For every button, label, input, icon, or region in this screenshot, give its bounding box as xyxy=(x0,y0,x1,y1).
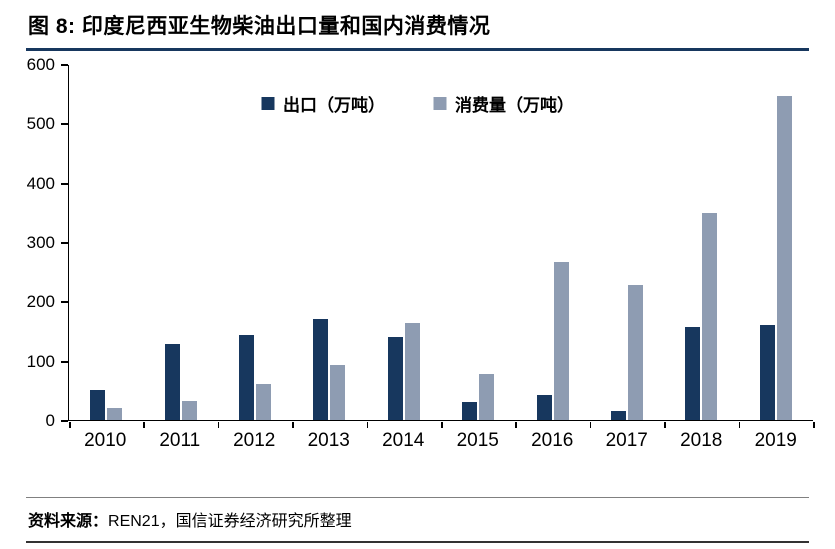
bar-export-2016 xyxy=(536,395,552,420)
y-axis-label: 500 xyxy=(26,114,55,134)
bar-consumption-2013 xyxy=(330,364,346,420)
y-axis-label: 100 xyxy=(26,351,55,371)
x-axis-tick xyxy=(515,422,517,428)
x-axis-label: 2011 xyxy=(159,430,201,451)
bar-groups xyxy=(69,65,813,420)
bar-consumption-2012 xyxy=(256,384,272,420)
bar-export-2011 xyxy=(164,344,180,420)
legend-item-consumption: 消费量（万吨） xyxy=(433,91,574,116)
x-axis-tick xyxy=(589,422,592,428)
y-axis-tick xyxy=(61,420,68,422)
x-axis-label: 2018 xyxy=(680,430,723,451)
x-axis-label: 2013 xyxy=(307,430,350,451)
bar-chart: 出口（万吨） 消费量（万吨） 0 100 200 300 400 500 600 2010 20… xyxy=(22,55,815,452)
bar-export-2015 xyxy=(462,402,478,420)
bar-consumption-2016 xyxy=(553,262,569,420)
x-axis-label: 2010 xyxy=(84,430,127,451)
x-axis-label: 2012 xyxy=(233,430,276,451)
figure-footer: 资料来源：REN21，国信证券经济研究所整理 xyxy=(26,497,809,543)
y-axis-tick xyxy=(61,360,68,363)
bar-consumption-2015 xyxy=(479,374,495,420)
bar-export-2013 xyxy=(313,318,329,420)
bar-group-2015 xyxy=(441,65,515,420)
bar-consumption-2011 xyxy=(181,401,197,420)
bar-export-2010 xyxy=(90,390,106,420)
bar-group-2013 xyxy=(292,65,366,420)
bar-consumption-2019 xyxy=(776,96,792,420)
x-axis-tick xyxy=(813,422,815,428)
figure-header: 图 8: 印度尼西亚生物柴油出口量和国内消费情况 xyxy=(26,0,809,51)
x-axis: 2010 2011 2012 2013 2014 2015 2016 2017 2018 2019 xyxy=(68,421,813,452)
y-axis-tick xyxy=(61,64,68,66)
x-axis-tick xyxy=(366,422,369,428)
figure-title: 图 8: 印度尼西亚生物柴油出口量和国内消费情况 xyxy=(28,15,491,38)
source-line: 资料来源：REN21，国信证券经济研究所整理 xyxy=(26,498,809,541)
x-axis-tick xyxy=(292,422,294,428)
bar-group-2016 xyxy=(515,65,589,420)
y-axis-tick xyxy=(61,182,68,185)
x-axis-tick xyxy=(217,422,220,428)
x-axis-label: 2017 xyxy=(605,430,648,451)
x-axis-label: 2014 xyxy=(382,430,425,451)
y-axis-label: 400 xyxy=(26,173,55,193)
bar-group-2019 xyxy=(739,65,813,420)
y-axis-label: 0 xyxy=(45,411,55,430)
source-text: REN21，国信证券经济研究所整理 xyxy=(108,513,352,530)
chart-legend: 出口（万吨） 消费量（万吨） xyxy=(261,91,574,116)
y-axis-label: 600 xyxy=(26,55,55,74)
bar-export-2012 xyxy=(239,335,255,420)
bar-group-2011 xyxy=(143,65,217,420)
bar-consumption-2017 xyxy=(628,285,644,420)
footer-divider-bottom xyxy=(26,541,809,543)
x-axis-label: 2016 xyxy=(531,430,574,451)
legend-swatch-consumption xyxy=(433,97,446,110)
x-axis-tick xyxy=(441,422,443,428)
legend-swatch-export xyxy=(261,97,274,110)
legend-item-export: 出口（万吨） xyxy=(261,91,385,116)
bar-export-2018 xyxy=(685,326,701,420)
y-axis: 0 100 200 300 400 500 600 xyxy=(22,55,68,430)
source-label: 资料来源： xyxy=(28,513,109,530)
bar-consumption-2014 xyxy=(404,323,420,420)
bar-group-2014 xyxy=(367,65,441,420)
x-axis-tick xyxy=(738,422,741,428)
bar-export-2019 xyxy=(759,325,775,420)
bar-consumption-2018 xyxy=(702,212,718,420)
bar-group-2018 xyxy=(664,65,738,420)
x-axis-tick xyxy=(664,422,666,428)
plot-area xyxy=(68,65,815,428)
x-axis-tick xyxy=(143,422,145,428)
footer-divider-top xyxy=(26,497,809,498)
x-axis-label: 2015 xyxy=(456,430,499,451)
legend-label-consumption: 消费量（万吨） xyxy=(455,96,574,115)
y-axis-label: 300 xyxy=(26,233,55,252)
y-axis-tick xyxy=(61,242,68,244)
bar-export-2017 xyxy=(611,410,627,420)
y-axis-label: 200 xyxy=(26,292,55,312)
bar-group-2012 xyxy=(218,65,292,420)
x-axis-tick xyxy=(69,422,71,428)
bar-group-2017 xyxy=(590,65,664,420)
bar-consumption-2010 xyxy=(107,408,123,420)
x-axis-label: 2019 xyxy=(754,430,797,451)
plot-wrap: 0 100 200 300 400 500 600 xyxy=(22,55,815,430)
bar-group-2010 xyxy=(69,65,143,420)
legend-label-export: 出口（万吨） xyxy=(283,96,385,115)
bar-export-2014 xyxy=(387,336,403,420)
y-axis-tick xyxy=(61,301,68,304)
y-axis-tick xyxy=(61,123,68,126)
